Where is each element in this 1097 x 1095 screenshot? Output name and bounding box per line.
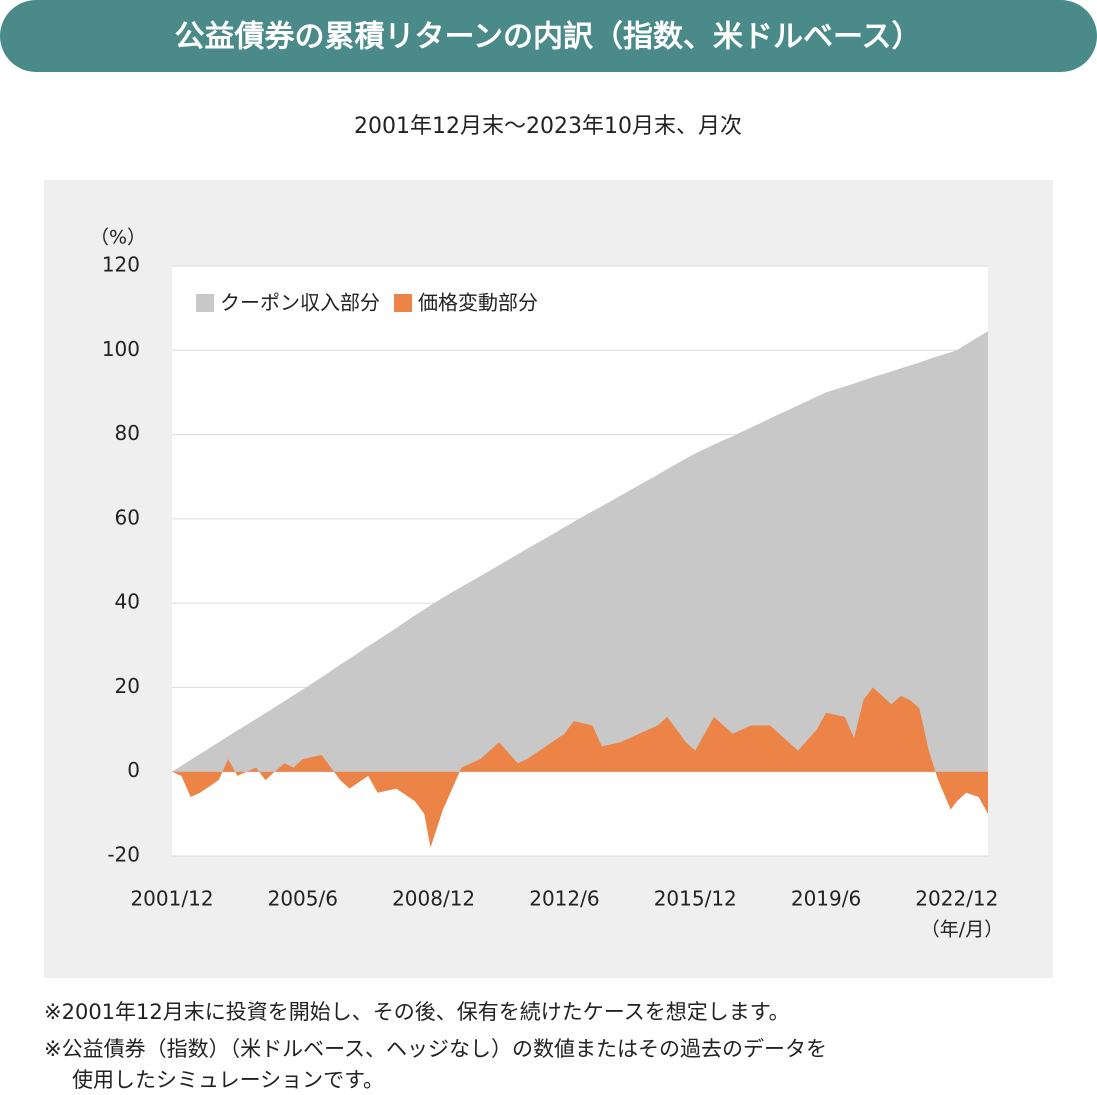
x-tick-label: 2005/6: [268, 887, 338, 911]
y-tick-label: 100: [102, 337, 140, 361]
footnote: 使用したシミュレーションです。: [72, 1068, 384, 1092]
area: [172, 331, 988, 772]
y-tick-label: 40: [115, 590, 140, 614]
y-tick-label: 20: [115, 674, 140, 698]
x-tick-label: 2008/12: [392, 887, 475, 911]
y-tick-label: 0: [127, 758, 140, 782]
x-tick-label: 2015/12: [654, 887, 737, 911]
y-tick-label: 120: [102, 253, 140, 277]
legend-label: 価格変動部分: [418, 291, 538, 315]
y-tick-label: 80: [115, 421, 140, 445]
y-tick-label: 60: [115, 505, 140, 529]
chart-title: 公益債券の累積リターンの内訳（指数、米ドルベース）: [175, 20, 922, 55]
legend-label: クーポン収入部分: [220, 291, 380, 315]
x-tick-label: 2022/12: [915, 887, 998, 911]
x-tick-label: 2019/6: [791, 887, 861, 911]
title-banner: [0, 0, 1097, 72]
legend-swatch: [394, 294, 412, 312]
x-axis-label: （年/月）: [921, 919, 1003, 941]
footnote: ※2001年12月末に投資を開始し、その後、保有を続けたケースを想定します。: [44, 1000, 790, 1024]
chart-subtitle: 2001年12月末～2023年10月末、月次: [354, 114, 742, 139]
legend-swatch: [196, 294, 214, 312]
y-axis-label: （%）: [90, 227, 146, 249]
y-tick-label: -20: [107, 843, 140, 867]
area: [172, 687, 988, 848]
x-tick-label: 2012/6: [529, 887, 599, 911]
footnote: ※公益債券（指数）（米ドルベース、ヘッジなし）の数値またはその過去のデータを: [44, 1037, 827, 1061]
x-tick-label: 2001/12: [130, 887, 213, 911]
